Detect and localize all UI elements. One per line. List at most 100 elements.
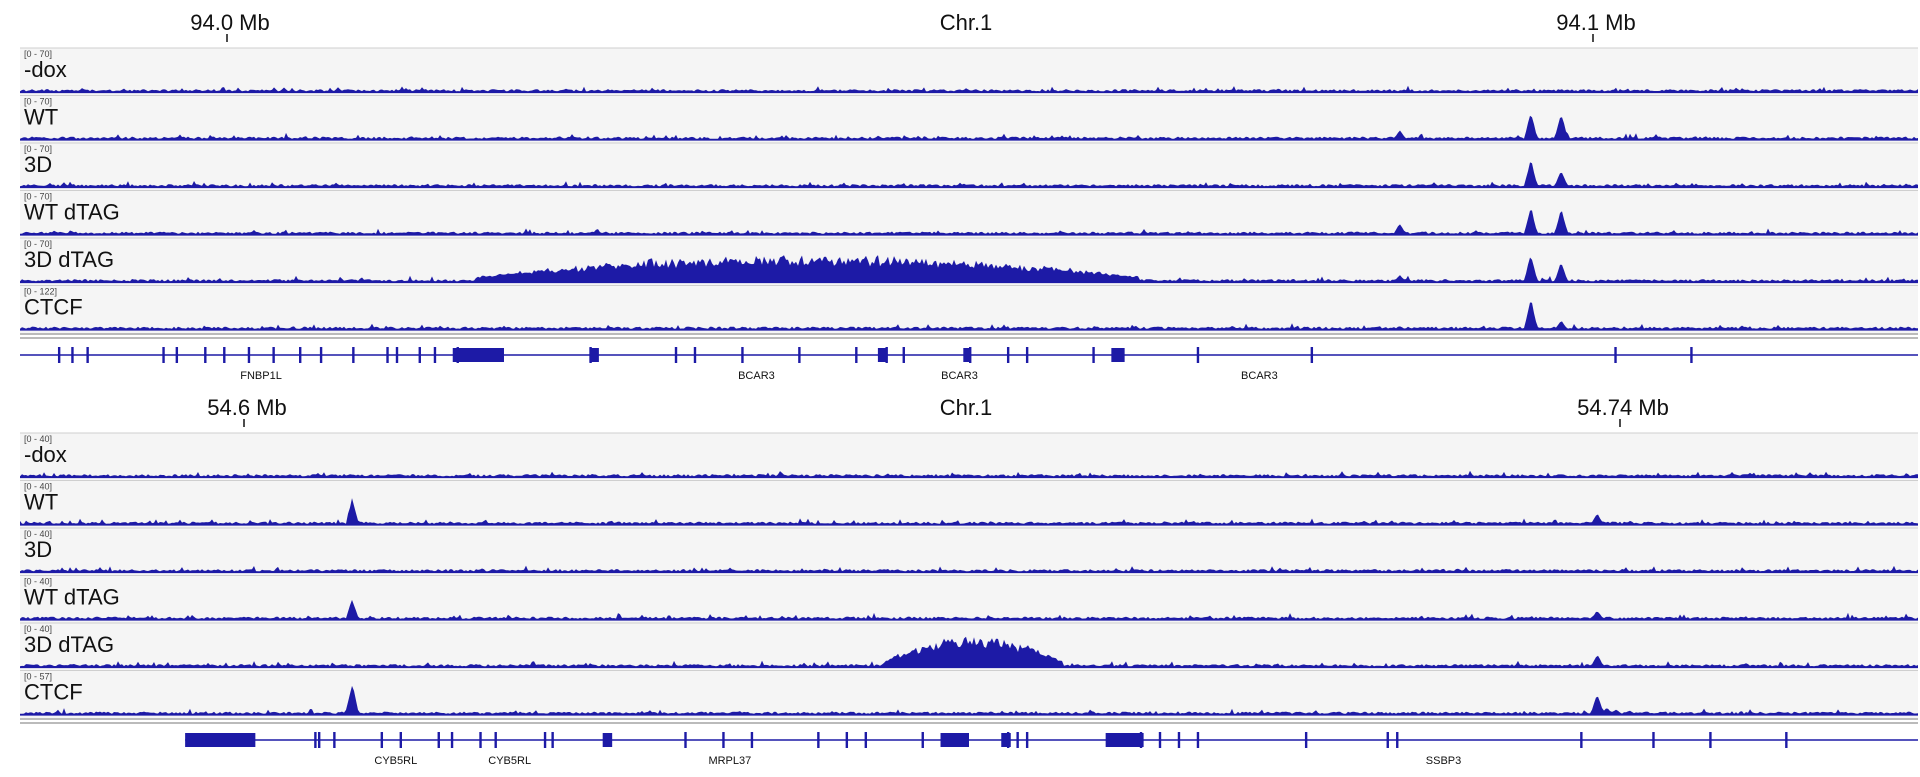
ruler-right-label: 54.74 Mb (1577, 395, 1669, 420)
signal-track-wt-dtag (20, 599, 1918, 620)
gene-exon (1016, 732, 1019, 748)
track-name: WT (24, 105, 58, 130)
gene-exon (1652, 732, 1655, 748)
gene-exon (247, 347, 251, 363)
signal-track-wt (20, 498, 1918, 525)
gene-exon (333, 732, 336, 748)
gene-exon (1025, 732, 1029, 748)
gene-exon (175, 347, 179, 363)
gene-name-label: BCAR3 (738, 370, 775, 382)
gene-exon (1196, 347, 1200, 363)
gene-exon (750, 732, 754, 748)
track-data-range: [0 - 40] (24, 482, 52, 492)
track-name: -dox (24, 442, 67, 467)
gene-name-label: CYB5RL (488, 755, 531, 767)
gene-name-label: SSBP3 (1426, 755, 1461, 767)
gene-exon-block (602, 733, 613, 747)
track-data-range: [0 - 57] (24, 672, 52, 682)
gene-exon (1580, 732, 1583, 748)
gene-exon (1006, 347, 1010, 363)
gene-exon (352, 347, 355, 363)
gene-exon (494, 732, 497, 748)
gene-exon (71, 347, 74, 363)
track-background (20, 285, 1918, 333)
gene-exon (223, 347, 226, 363)
gene-exon (902, 347, 905, 363)
gene-exon (450, 732, 454, 748)
gene-exon (57, 347, 61, 363)
gene-exon (317, 732, 321, 748)
gene-exon (437, 732, 440, 748)
gene-exon (1025, 347, 1029, 363)
gene-exon (399, 732, 402, 748)
track-data-range: [0 - 122] (24, 287, 57, 297)
gene-exon (674, 347, 678, 363)
gene-exon (1092, 347, 1095, 363)
gene-exon (1304, 732, 1308, 748)
signal-track-3d (20, 162, 1918, 188)
signal-track-wt-dtag (20, 210, 1918, 235)
gene-exon (543, 732, 547, 748)
track-name: WT dTAG (24, 200, 120, 225)
track-data-range: [0 - 40] (24, 577, 52, 587)
gene-exon-block (1001, 733, 1011, 747)
track-background (20, 670, 1918, 718)
track-background (20, 95, 1918, 143)
gene-exon (479, 732, 482, 748)
gene-exon (693, 347, 697, 363)
gene-exon (319, 347, 323, 363)
gene-exon (1310, 347, 1314, 363)
ruler-right-label: 94.1 Mb (1556, 10, 1636, 35)
gene-exon (684, 732, 687, 748)
gene-exon (272, 347, 275, 363)
ruler-chromosome-label: Chr.1 (940, 395, 993, 420)
track-name: WT (24, 490, 58, 515)
gene-exon-block (940, 733, 969, 747)
gene-exon-block (1111, 348, 1125, 362)
gene-exon (551, 732, 554, 748)
gene-exon (798, 347, 801, 363)
track-background (20, 575, 1918, 623)
gene-exon (1158, 732, 1162, 748)
gene-exon (1709, 732, 1712, 748)
gene-exon-block (963, 348, 969, 362)
gene-exon (741, 347, 744, 363)
track-name: WT dTAG (24, 585, 120, 610)
gene-name-label: FNBP1L (240, 370, 282, 382)
ruler-left-label: 54.6 Mb (207, 395, 287, 420)
ruler-left-label: 94.0 Mb (190, 10, 270, 35)
gene-exon (864, 732, 868, 748)
track-background (20, 528, 1918, 576)
track-data-range: [0 - 40] (24, 434, 52, 444)
gene-name-label: CYB5RL (374, 755, 417, 767)
track-name: 3D (24, 537, 52, 562)
signal-track--dox (20, 85, 1918, 93)
gene-exon (380, 732, 384, 748)
track-data-range: [0 - 70] (24, 239, 52, 249)
track-data-range: [0 - 40] (24, 529, 52, 539)
signal-track-ctcf (20, 302, 1918, 330)
track-name: 3D (24, 152, 52, 177)
gene-exon (299, 347, 302, 363)
track-data-range: [0 - 70] (24, 192, 52, 202)
gene-exon (433, 347, 437, 363)
track-data-range: [0 - 70] (24, 49, 52, 59)
signal-track-3d (20, 565, 1918, 573)
track-background (20, 190, 1918, 238)
genome-panel-top: 94.0 Mb Chr.1 94.1 Mb[0 - 70]-dox[0 - 70]W… (20, 10, 1918, 382)
track-background (20, 480, 1918, 528)
gene-exon (1386, 732, 1389, 748)
gene-exon (1196, 732, 1200, 748)
gene-exon (86, 347, 89, 363)
track-background (20, 48, 1918, 96)
signal-track--dox (20, 470, 1918, 478)
track-name: 3D dTAG (24, 632, 114, 657)
track-name: CTCF (24, 680, 83, 705)
gene-exon (162, 347, 165, 363)
gene-exon (314, 732, 317, 748)
gene-exon-block (589, 348, 599, 362)
gene-name-label: MRPL37 (708, 755, 751, 767)
track-background (20, 433, 1918, 481)
gene-exon-block (452, 348, 504, 362)
